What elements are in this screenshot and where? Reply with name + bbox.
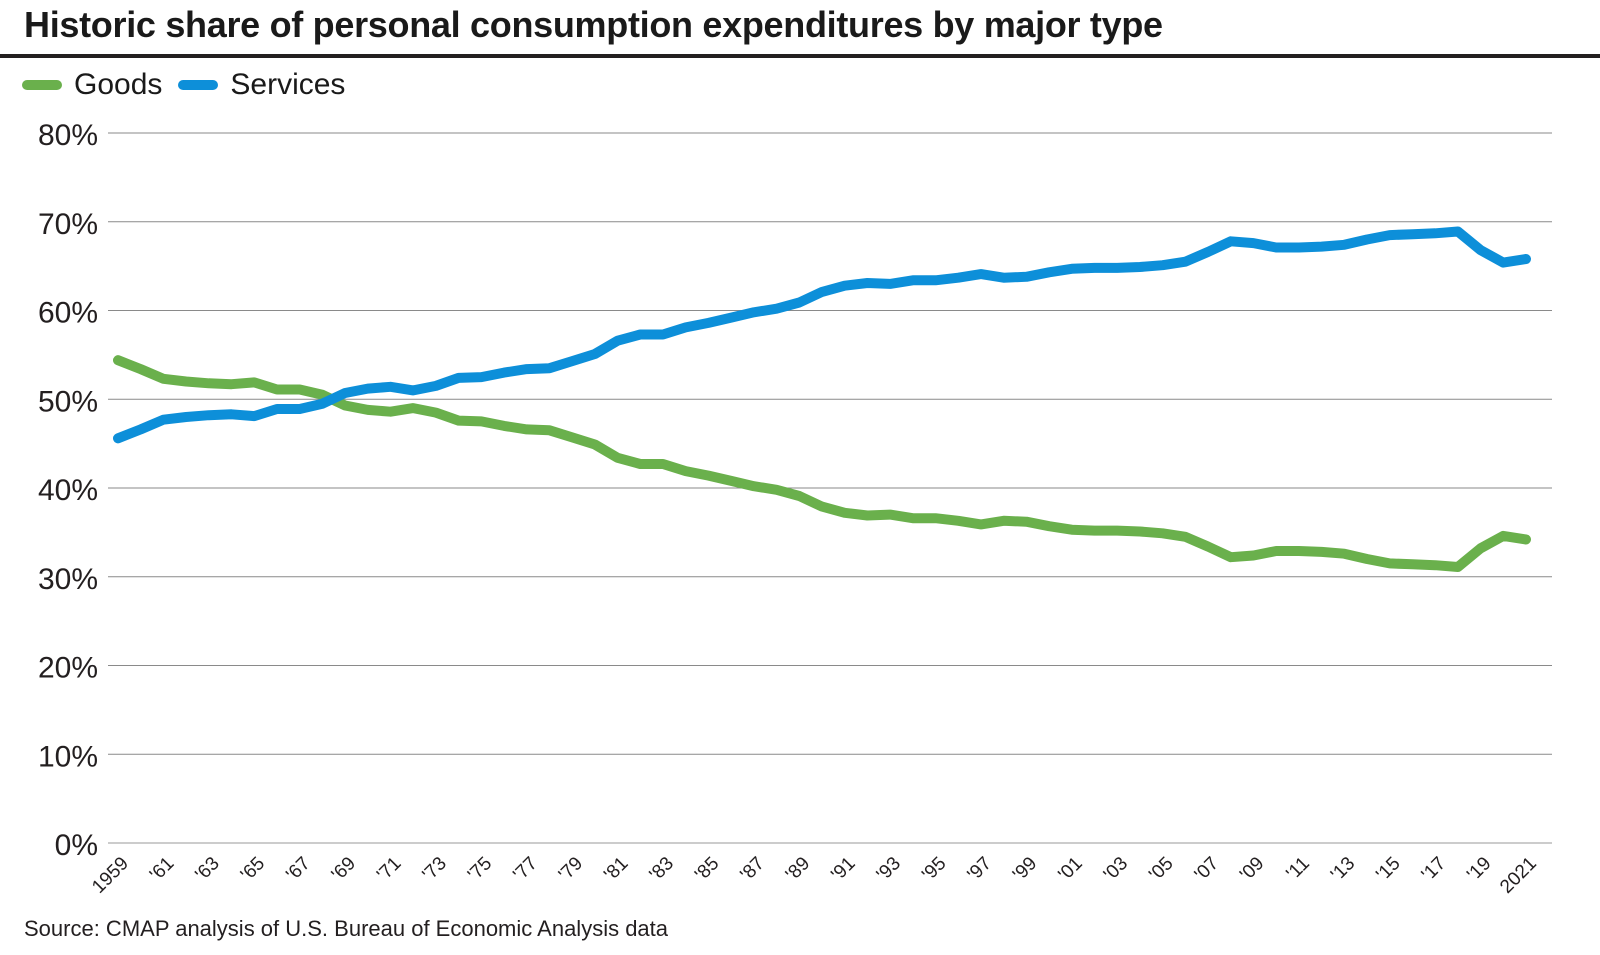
x-tick-label: '75 bbox=[464, 853, 496, 885]
x-tick-label: '67 bbox=[282, 853, 314, 885]
x-tick-label: '91 bbox=[827, 853, 859, 885]
y-tick-label: 30% bbox=[38, 563, 98, 596]
x-tick-label: '11 bbox=[1282, 853, 1313, 884]
legend-label-services: Services bbox=[230, 68, 346, 101]
legend-item-goods: Goods bbox=[22, 68, 162, 102]
x-tick-label: '93 bbox=[873, 853, 905, 885]
x-tick-label: '01 bbox=[1054, 853, 1086, 885]
x-tick-label: '63 bbox=[191, 853, 223, 885]
y-tick-label: 60% bbox=[38, 297, 98, 330]
y-tick-label: 20% bbox=[38, 652, 98, 685]
legend-label-goods: Goods bbox=[74, 68, 163, 101]
x-tick-label: '17 bbox=[1418, 853, 1450, 885]
x-tick-label: '97 bbox=[964, 853, 996, 885]
x-tick-label: '85 bbox=[691, 853, 723, 885]
x-tick-label: '81 bbox=[600, 853, 632, 885]
x-tick-label: '03 bbox=[1100, 853, 1132, 885]
x-tick-label: '19 bbox=[1463, 853, 1495, 885]
x-tick-label: '15 bbox=[1372, 853, 1404, 885]
legend-swatch-goods bbox=[22, 80, 62, 90]
legend-swatch-services bbox=[178, 80, 219, 90]
x-tick-labels: 1959'61'63'65'67'69'71'73'75'77'79'81'83… bbox=[88, 853, 1541, 898]
x-tick-label: '87 bbox=[736, 853, 768, 885]
legend-item-services: Services bbox=[178, 68, 345, 102]
y-tick-labels: 0% 10% 20% 30% 40% 50% 60% 70% 80% bbox=[38, 119, 98, 862]
chart-title: Historic share of personal consumption e… bbox=[24, 4, 1163, 45]
x-tick-label: '05 bbox=[1145, 853, 1177, 885]
x-tick-label: '07 bbox=[1191, 853, 1223, 885]
x-tick-label: '69 bbox=[328, 853, 360, 885]
x-tick-label: '09 bbox=[1236, 853, 1268, 885]
y-tick-label: 0% bbox=[55, 829, 98, 862]
y-tick-label: 10% bbox=[38, 740, 98, 773]
y-tick-label: 40% bbox=[38, 474, 98, 507]
y-tick-label: 50% bbox=[38, 385, 98, 418]
title-rule bbox=[0, 54, 1600, 58]
x-tick-label: '65 bbox=[237, 853, 269, 885]
x-tick-label: '83 bbox=[646, 853, 678, 885]
x-tick-label: '77 bbox=[509, 853, 541, 885]
x-tick-label: 2021 bbox=[1496, 853, 1541, 898]
y-tick-label: 70% bbox=[38, 208, 98, 241]
x-tick-label: '89 bbox=[782, 853, 814, 885]
x-tick-label: '79 bbox=[555, 853, 587, 885]
x-tick-label: '13 bbox=[1327, 853, 1359, 885]
gridlines bbox=[108, 132, 1552, 844]
x-tick-label: '73 bbox=[419, 853, 451, 885]
series-line-services bbox=[113, 226, 1531, 444]
x-tick-label: '95 bbox=[918, 853, 950, 885]
series-line-goods bbox=[113, 355, 1531, 572]
series-lines bbox=[113, 226, 1531, 572]
source-note: Source: CMAP analysis of U.S. Bureau of … bbox=[24, 916, 669, 941]
x-tick-label: '71 bbox=[373, 853, 405, 885]
x-tick-label: '61 bbox=[146, 853, 178, 885]
y-tick-label: 80% bbox=[38, 119, 98, 152]
legend: Goods Services bbox=[22, 68, 361, 102]
x-tick-label: '99 bbox=[1009, 853, 1041, 885]
